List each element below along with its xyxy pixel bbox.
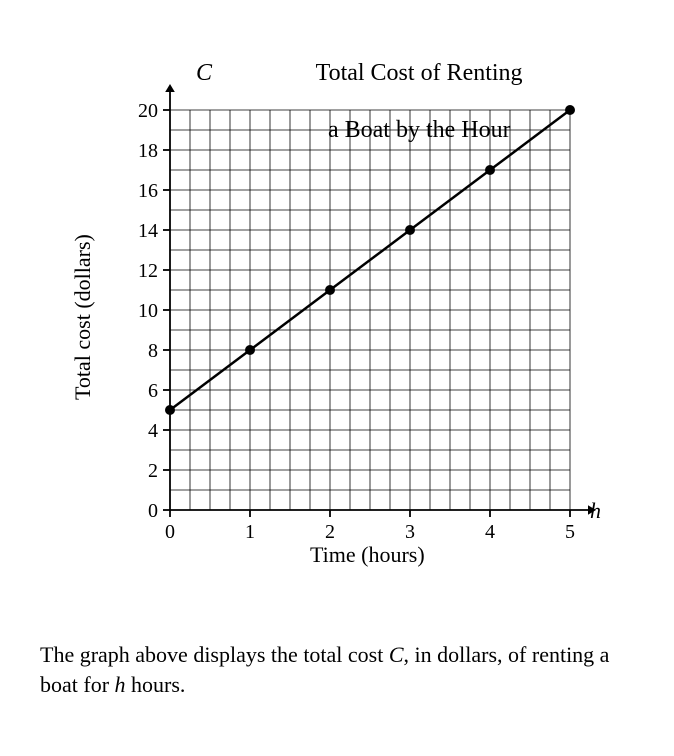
data-point <box>245 345 255 355</box>
data-point <box>405 225 415 235</box>
x-tick-label: 1 <box>245 521 255 543</box>
caption-var-h: h <box>115 672 126 697</box>
page: { "chart": { "type": "line", "title_line… <box>0 0 674 756</box>
data-point <box>165 405 175 415</box>
x-tick-label: 0 <box>165 521 175 543</box>
data-point <box>325 285 335 295</box>
y-axis-variable: C <box>196 60 212 87</box>
x-tick-label: 2 <box>325 521 335 543</box>
y-axis-label: Total cost (dollars) <box>70 234 96 400</box>
y-tick-label: 18 <box>138 140 158 162</box>
y-tick-label: 20 <box>138 100 158 122</box>
y-tick-label: 2 <box>148 460 158 482</box>
caption-pre: The graph above displays the total cost <box>40 642 389 667</box>
x-tick-label: 3 <box>405 521 415 543</box>
data-point <box>565 105 575 115</box>
caption-post: hours. <box>126 672 186 697</box>
y-tick-label: 8 <box>148 340 158 362</box>
chart-title-line1: Total Cost of Renting <box>316 60 523 86</box>
x-tick-label: 4 <box>485 521 495 543</box>
caption-var-C: C <box>389 642 404 667</box>
y-tick-label: 16 <box>138 180 158 202</box>
y-tick-label: 6 <box>148 380 158 402</box>
y-tick-label: 4 <box>148 420 158 442</box>
chart-title: Total Cost of Renting a Boat by the Hour <box>280 30 523 174</box>
caption-text: The graph above displays the total cost … <box>40 640 634 699</box>
x-axis-label: Time (hours) <box>310 542 425 568</box>
y-tick-label: 12 <box>138 260 158 282</box>
y-tick-label: 10 <box>138 300 158 322</box>
y-tick-label: 14 <box>138 220 158 242</box>
y-axis-arrow-icon <box>165 84 175 92</box>
x-tick-label: 5 <box>565 521 575 543</box>
chart-container: Total Cost of Renting a Boat by the Hour… <box>50 30 624 590</box>
x-axis-variable: h <box>590 498 601 524</box>
chart-title-line2: a Boat by the Hour <box>328 117 511 143</box>
y-tick-label: 0 <box>148 500 158 522</box>
